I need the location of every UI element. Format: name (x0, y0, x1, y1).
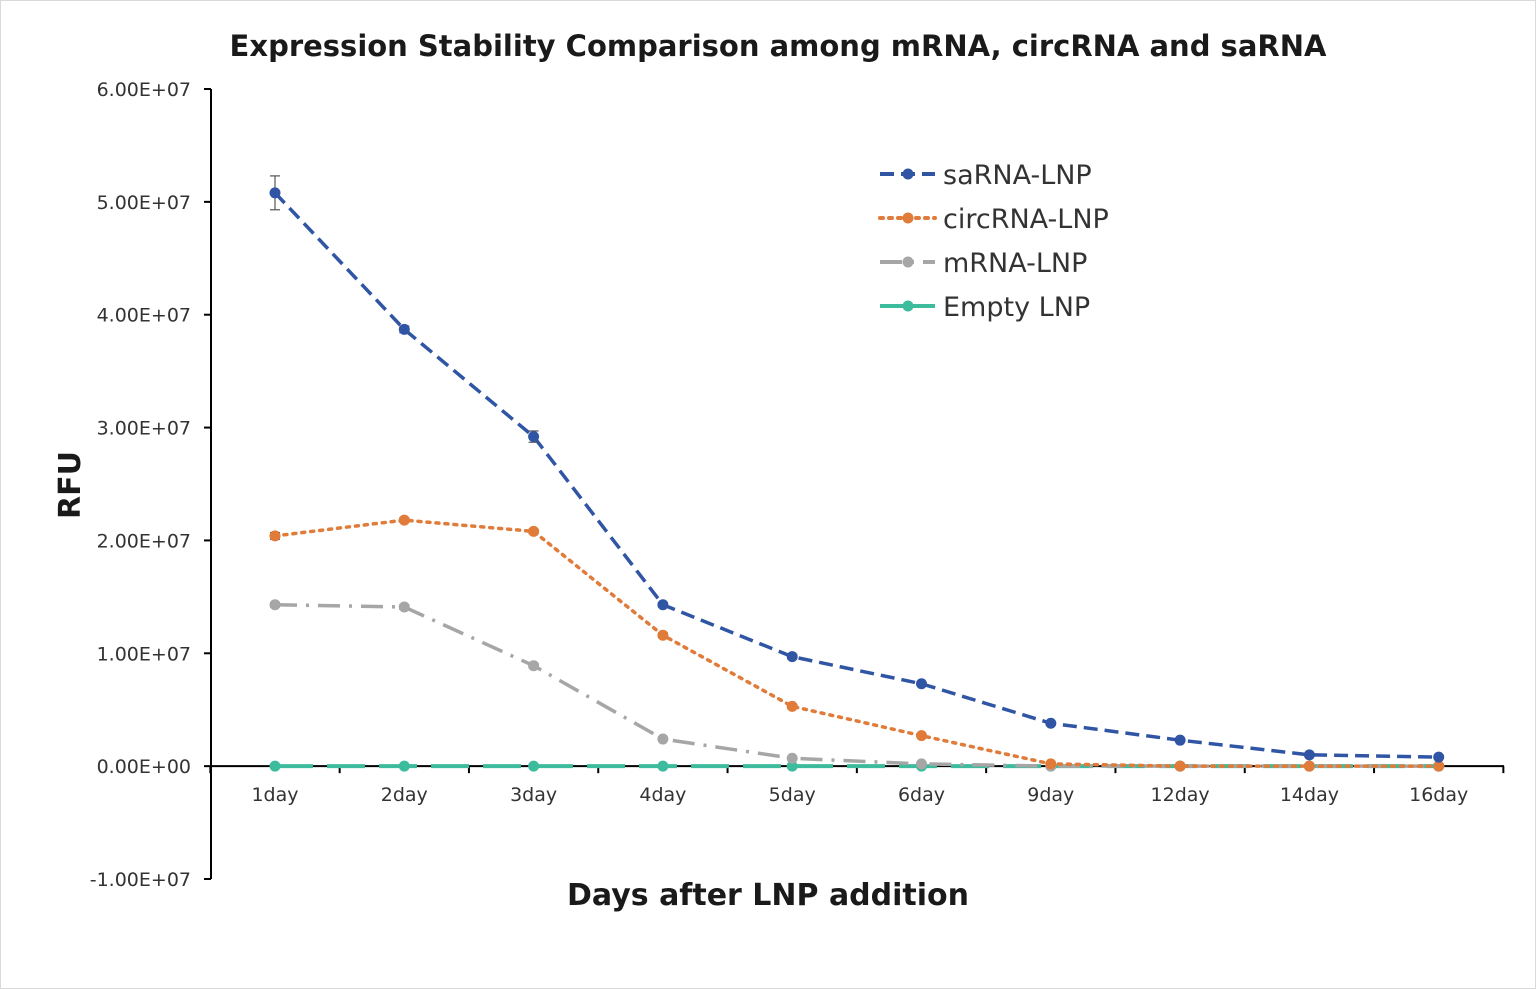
x-tick-label: 6day (898, 784, 945, 806)
axes: -1.00E+07 0.00E+00 1.00E+07 2.00E+07 3.00E+0… (90, 79, 1505, 891)
data-point (269, 760, 281, 772)
legend-label: mRNA-LNP (943, 248, 1087, 279)
x-tick-label: 9day (1027, 784, 1074, 806)
data-point (398, 323, 410, 335)
data-point (916, 678, 927, 690)
legend-swatch-marker (902, 168, 914, 180)
data-point (786, 700, 798, 712)
legend-label: circRNA-LNP (943, 204, 1109, 235)
x-tick-label: 2day (381, 784, 428, 806)
y-tick-label: 5.00E+07 (97, 192, 191, 214)
x-tick-label: 5day (769, 784, 816, 806)
series-circrna-lnp (269, 514, 1445, 772)
legend-swatch-marker (902, 256, 914, 268)
data-point (528, 760, 540, 772)
data-point (786, 760, 798, 772)
x-axis-title: Days after LNP addition (567, 878, 969, 913)
legend-item: Empty LNP (880, 292, 1090, 323)
data-point (398, 514, 410, 526)
plot-area (269, 175, 1445, 772)
series-line (274, 603, 1439, 768)
data-point (1174, 760, 1186, 772)
legend: saRNA-LNP circRNA-LNP mRNA-LNP Empty LNP (878, 160, 1109, 323)
data-point (1045, 717, 1057, 729)
data-point (916, 758, 927, 770)
data-point (1433, 751, 1445, 763)
y-axis-title: RFU (53, 451, 88, 519)
y-tick-label: 0.00E+00 (97, 756, 191, 778)
chart-title: Expression Stability Comparison among mR… (230, 29, 1327, 63)
data-point (916, 730, 927, 742)
data-point (528, 525, 540, 537)
series-sarna-lnp (269, 175, 1445, 763)
x-tick-label: 1day (251, 784, 298, 806)
data-point (657, 760, 669, 772)
y-tick-label: 2.00E+07 (97, 530, 191, 552)
data-point (398, 601, 410, 613)
series-line (273, 518, 1441, 768)
data-point (657, 733, 669, 745)
legend-item: mRNA-LNP (880, 248, 1087, 279)
data-point (269, 599, 281, 611)
legend-item: saRNA-LNP (880, 160, 1092, 191)
data-point (786, 752, 798, 764)
data-point (786, 651, 798, 663)
legend-swatch-marker (902, 300, 914, 312)
y-tick-label: 4.00E+07 (97, 305, 191, 327)
data-point (1045, 758, 1057, 770)
y-tick-label: 6.00E+07 (97, 79, 191, 101)
data-point (528, 431, 540, 443)
legend-label: Empty LNP (943, 292, 1090, 323)
x-tick-label: 16day (1409, 784, 1468, 806)
x-tick-label: 4day (639, 784, 686, 806)
x-tick-label: 14day (1280, 784, 1339, 806)
data-point (398, 760, 410, 772)
series-mrna-lnp (269, 599, 1445, 772)
data-point (1174, 734, 1186, 746)
data-point (269, 187, 281, 199)
data-point (1303, 760, 1315, 772)
legend-swatch-marker (902, 212, 914, 224)
y-tick-label: 1.00E+07 (97, 643, 191, 665)
x-tick-label: 12day (1151, 784, 1210, 806)
legend-item: circRNA-LNP (878, 204, 1109, 235)
y-tick-label: 3.00E+07 (97, 418, 191, 440)
data-point (528, 660, 540, 672)
legend-label: saRNA-LNP (943, 160, 1092, 191)
data-point (657, 599, 669, 611)
data-point (269, 530, 281, 542)
data-point (1433, 760, 1445, 772)
series-line (273, 191, 1439, 759)
data-point (1303, 749, 1315, 761)
y-tick-label: -1.00E+07 (90, 869, 191, 891)
data-point (657, 629, 669, 641)
x-tick-label: 3day (510, 784, 557, 806)
